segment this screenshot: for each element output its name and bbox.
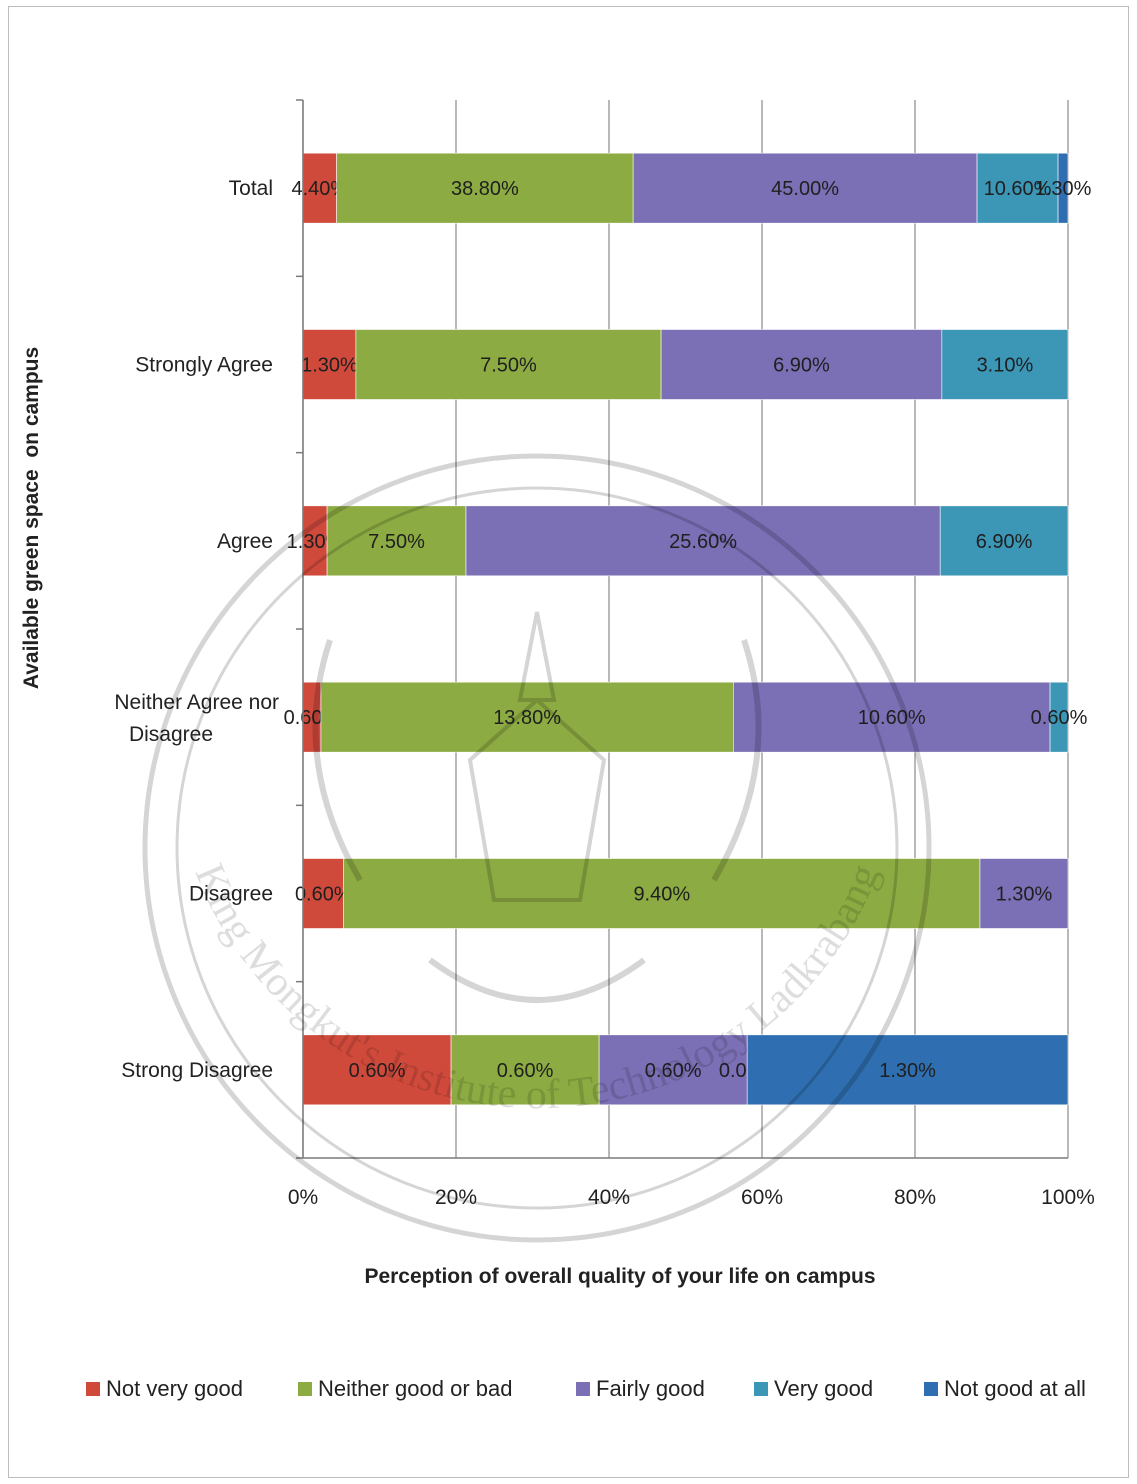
- data-label: 6.90%: [976, 531, 1033, 553]
- data-label: 4.40%: [291, 178, 348, 200]
- bar-segment: [632, 152, 978, 224]
- category-label: Agree: [217, 530, 273, 553]
- category-label: Disagree: [189, 883, 273, 906]
- data-label: 1.30%: [301, 355, 358, 377]
- bar-segment: [465, 505, 941, 577]
- bar-segment: [326, 505, 467, 577]
- data-label: 0.60%: [645, 1060, 702, 1082]
- axes: [296, 99, 1068, 1159]
- bar-segment: [302, 152, 337, 224]
- data-label: 7.50%: [480, 355, 537, 377]
- data-label: 10.60%: [984, 178, 1052, 200]
- bar-segment: [939, 505, 1069, 577]
- chart-frame: [8, 6, 1129, 1478]
- data-label: 0.60%: [295, 884, 352, 906]
- x-tick-label: 60%: [741, 1186, 783, 1209]
- bars: 4.40% 38.80% 45.00% 10.60%1.30%1.30% 7.50% 6.…: [284, 152, 1092, 1106]
- bar-segment: [660, 329, 943, 400]
- legend-swatch: [754, 1382, 768, 1396]
- legend-swatch: [924, 1382, 938, 1396]
- data-label: 10.60%: [858, 707, 926, 729]
- bar-segment: [343, 858, 981, 929]
- legend-label: Not good at all: [944, 1376, 1086, 1401]
- data-label: 0.60%: [497, 1060, 554, 1082]
- data-label: 13.80%: [493, 707, 561, 729]
- category-labels: Total Strongly Agree Agree Neither Agree no…: [114, 177, 279, 1082]
- bar-segment: [1049, 681, 1069, 753]
- bar-segment: [320, 681, 734, 753]
- data-label: 0.60%: [1031, 707, 1088, 729]
- legend-swatch: [86, 1382, 100, 1396]
- category-label: Strong Disagree: [121, 1059, 273, 1082]
- legend-label: Very good: [774, 1376, 873, 1401]
- data-label: 1.30%: [1035, 178, 1092, 200]
- legend-label: Neither good or bad: [318, 1376, 512, 1401]
- x-tick-label: 80%: [894, 1186, 936, 1209]
- x-tick-label: 40%: [588, 1186, 630, 1209]
- legend-swatch: [576, 1382, 590, 1396]
- data-label: 25.60%: [669, 531, 737, 553]
- data-label: 38.80%: [451, 178, 519, 200]
- data-label: 7.50%: [368, 531, 425, 553]
- data-label: 3.10%: [977, 355, 1034, 377]
- data-label: 1.30%: [996, 884, 1053, 906]
- category-label: Neither Agree nor Disagree: [114, 691, 279, 746]
- x-axis-title: Perception of overall quality of your li…: [364, 1265, 875, 1288]
- data-label: 6.90%: [773, 355, 830, 377]
- x-tick-label: 20%: [435, 1186, 477, 1209]
- data-label: 0.60%: [349, 1060, 406, 1082]
- bar-segment: [598, 1034, 748, 1106]
- gridlines: [302, 100, 1069, 1158]
- data-label: 45.00%: [771, 178, 839, 200]
- legend-swatch: [298, 1382, 312, 1396]
- bar-segment: [450, 1034, 600, 1106]
- x-tick-label: 100%: [1041, 1186, 1095, 1209]
- bar-segment: [746, 1034, 1069, 1106]
- category-label: Strongly Agree: [135, 354, 273, 377]
- bar-segment: [979, 858, 1069, 929]
- bar-segment: [1057, 152, 1069, 224]
- bar-segment: [302, 858, 344, 929]
- category-label: Total: [229, 177, 273, 200]
- bar-segment: [941, 329, 1069, 400]
- x-tick-labels: 0% 20% 40% 60% 80% 100%: [288, 1186, 1095, 1209]
- bar-segment: [976, 152, 1059, 224]
- bar-segment: [302, 329, 357, 400]
- legend: Not very good Neither good or bad Fairly g…: [86, 1376, 1086, 1401]
- bar-segment: [336, 152, 634, 224]
- data-label: 9.40%: [633, 884, 690, 906]
- data-label: 1.30%: [879, 1060, 936, 1082]
- bar-segment: [355, 329, 662, 400]
- y-axis-title: Available green space on campus: [20, 347, 43, 689]
- legend-label: Fairly good: [596, 1376, 705, 1401]
- x-tick-label: 0%: [288, 1186, 318, 1209]
- bar-segment: [733, 681, 1051, 753]
- legend-label: Not very good: [106, 1376, 243, 1401]
